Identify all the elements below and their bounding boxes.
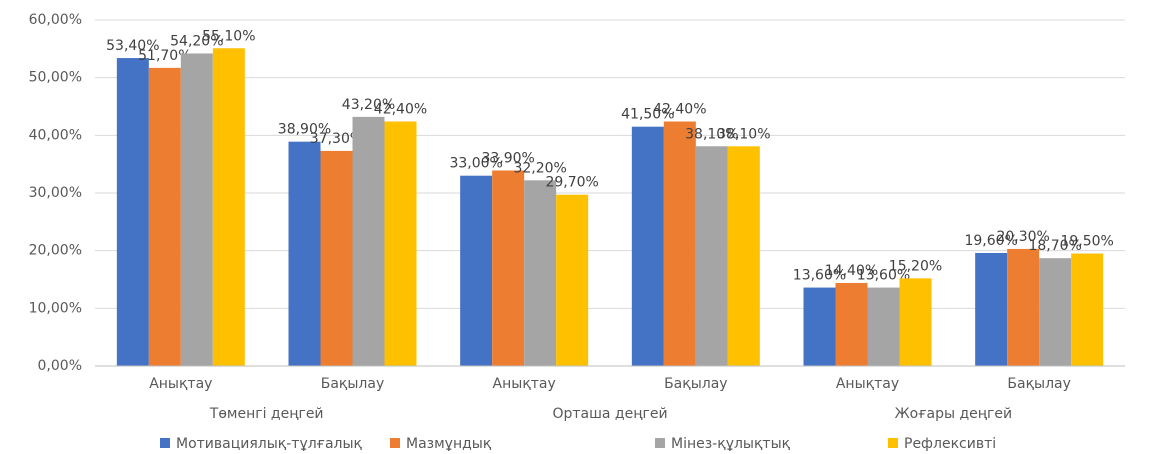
x-tick-label: Бақылау <box>664 376 728 392</box>
value-label: 54,20% <box>170 33 223 49</box>
value-label: 14,40% <box>825 263 878 279</box>
bar <box>524 180 557 366</box>
legend-marker <box>160 438 170 448</box>
bar <box>663 121 696 366</box>
value-label: 42,40% <box>653 101 706 117</box>
value-label: 38,90% <box>278 122 331 138</box>
bar <box>352 116 385 366</box>
bar <box>556 194 589 366</box>
bar <box>320 150 353 366</box>
value-label: 53,40% <box>106 38 159 54</box>
value-label: 19,50% <box>1060 234 1113 250</box>
x-tick-label: Анықтау <box>493 376 556 392</box>
bar <box>288 141 321 366</box>
bar <box>1039 258 1072 366</box>
value-label: 33,90% <box>481 151 534 167</box>
value-label: 13,60% <box>793 268 846 284</box>
y-tick-label: 60,00% <box>29 12 82 28</box>
value-label: 42,40% <box>374 101 427 117</box>
y-tick-label: 30,00% <box>29 185 82 201</box>
bar <box>835 282 868 366</box>
value-label: 37,30% <box>310 131 363 147</box>
legend-marker <box>655 438 665 448</box>
bar <box>1071 253 1104 366</box>
value-label: 29,70% <box>545 175 598 191</box>
value-label: 19,60% <box>964 233 1017 249</box>
value-label: 18,70% <box>1028 238 1081 254</box>
bar <box>867 287 900 366</box>
y-tick-label: 50,00% <box>29 70 82 86</box>
bar <box>460 175 493 366</box>
bar <box>975 252 1008 366</box>
bar <box>727 146 760 366</box>
value-label: 33,00% <box>449 156 502 172</box>
legend-marker <box>390 438 400 448</box>
legend-label: Мінез-құлықтық <box>671 436 791 452</box>
y-tick-label: 20,00% <box>29 243 82 259</box>
value-label: 38,10% <box>685 126 738 142</box>
bar <box>212 48 245 367</box>
legend-label: Мазмұндық <box>406 436 492 452</box>
bar <box>492 170 525 366</box>
value-label: 41,50% <box>621 107 674 123</box>
group-label: Жоғары деңгей <box>895 406 1013 422</box>
bar <box>631 126 664 366</box>
legend-marker <box>888 438 898 448</box>
bar <box>180 53 213 367</box>
bar <box>148 67 181 366</box>
bar <box>1007 248 1040 366</box>
y-tick-label: 40,00% <box>29 127 82 143</box>
value-label: 32,20% <box>513 160 566 176</box>
x-tick-label: Анықтау <box>836 376 899 392</box>
group-label: Орташа деңгей <box>552 406 667 422</box>
y-tick-label: 0,00% <box>38 358 82 374</box>
y-tick-label: 10,00% <box>29 300 82 316</box>
value-label: 43,20% <box>342 97 395 113</box>
value-label: 20,30% <box>996 229 1049 245</box>
bar <box>899 278 932 366</box>
bar <box>803 287 836 366</box>
legend-label: Мотивациялық-тұлғалық <box>176 436 363 452</box>
value-label: 55,10% <box>202 28 255 44</box>
value-label: 51,70% <box>138 48 191 64</box>
value-label: 38,10% <box>717 126 770 142</box>
value-label: 13,60% <box>857 268 910 284</box>
x-tick-label: Анықтау <box>149 376 212 392</box>
bar <box>695 146 728 366</box>
x-tick-label: Бақылау <box>321 376 385 392</box>
value-label: 15,20% <box>889 258 942 274</box>
group-label: Төменгі деңгей <box>209 406 324 422</box>
x-tick-label: Бақылау <box>1007 376 1071 392</box>
legend-label: Рефлексивті <box>904 436 996 452</box>
bar <box>384 121 417 366</box>
bar <box>116 58 149 367</box>
